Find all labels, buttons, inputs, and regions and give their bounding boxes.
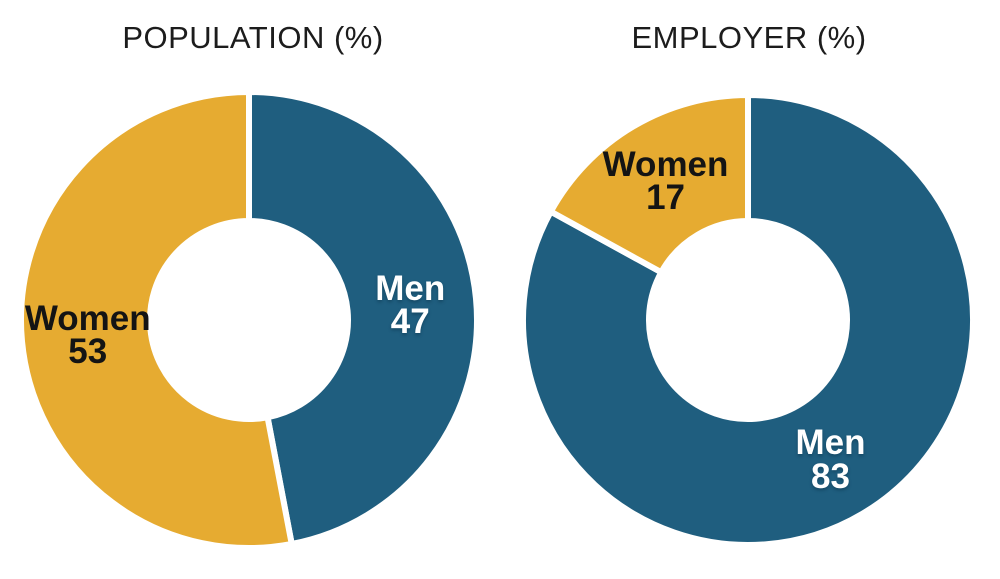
employer-men-slice: [520, 92, 976, 548]
employer-chart-title: EMPLOYER (%): [631, 20, 867, 55]
population-women-slice: [18, 89, 295, 551]
population-men-slice: [246, 89, 480, 547]
employer-women-slice: [547, 92, 751, 276]
population-chart-title: POPULATION (%): [122, 20, 384, 55]
